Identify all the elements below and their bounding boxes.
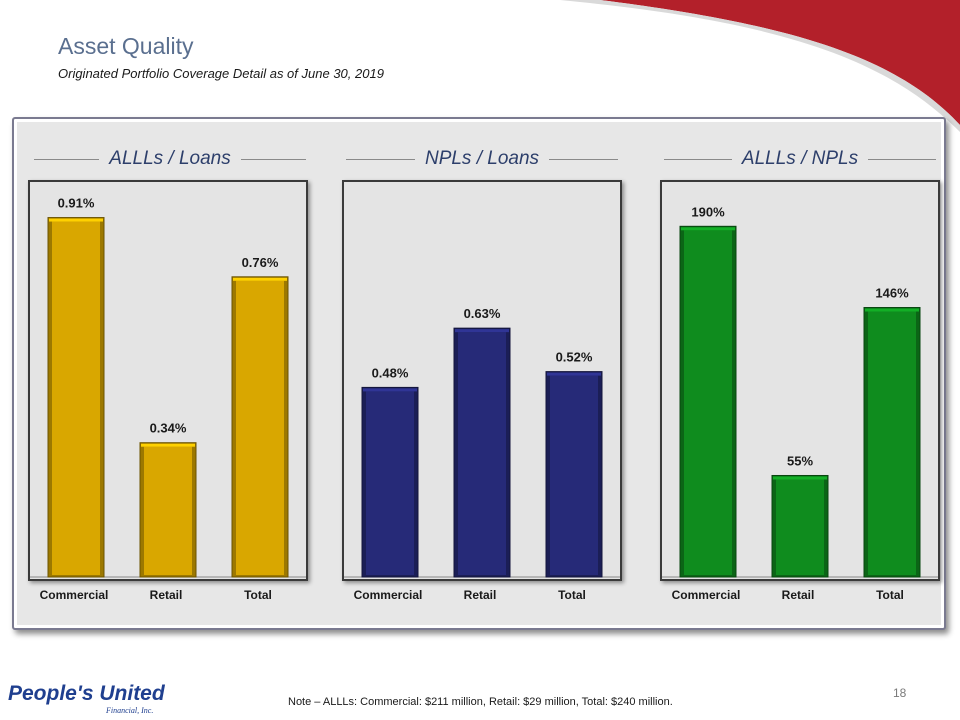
data-label: 0.76% <box>242 255 279 270</box>
bar-total <box>545 371 603 578</box>
data-label: 0.34% <box>150 421 187 436</box>
page-title: Asset Quality <box>58 33 194 59</box>
heading-rule <box>549 158 619 160</box>
bar-total <box>231 276 289 578</box>
chart-npls-loans: 0.48% 0.63% 0.52% <box>342 180 622 581</box>
bar-commercial <box>47 217 105 578</box>
chart-title: ALLLs / Loans <box>109 148 231 169</box>
bar-retail <box>453 327 511 578</box>
heading-rule <box>240 158 307 160</box>
data-label: 0.52% <box>556 350 593 365</box>
data-label: 0.91% <box>58 196 95 211</box>
data-label: 0.63% <box>464 306 501 321</box>
bar-chart-svg: 0.48% 0.63% 0.52% <box>344 306 620 578</box>
bar-chart-svg: 190% 55% 146% <box>662 204 938 578</box>
logo-wordmark: People's United <box>8 682 166 705</box>
chart-allls-npls: 190% 55% 146% <box>660 180 940 581</box>
chart-heading-npls-loans: NPLs / Loans <box>342 148 622 170</box>
page-subtitle: Originated Portfolio Coverage Detail as … <box>58 66 384 81</box>
bar-commercial <box>361 386 419 578</box>
data-label: 146% <box>875 286 909 301</box>
header-swoosh-decoration <box>560 0 960 132</box>
footnote: Note – ALLLs: Commercial: $211 million, … <box>288 696 673 708</box>
category-axis: Commercial Retail Total <box>660 583 940 607</box>
bar-retail <box>139 442 197 578</box>
bar-chart-svg: 0.91% 0.34% 0.76% <box>30 196 306 578</box>
heading-rule <box>34 158 100 160</box>
tick-label: Total <box>558 588 586 602</box>
chart-title: NPLs / Loans <box>424 148 540 169</box>
tick-label: Commercial <box>39 588 109 602</box>
bar-retail <box>771 474 829 578</box>
chart-allls-loans: 0.91% 0.34% 0.76% <box>28 180 308 581</box>
chart-title: ALLLs / NPLs <box>741 148 859 169</box>
tick-label: Total <box>244 588 272 602</box>
tick-label: Total <box>876 588 904 602</box>
bar-total <box>863 307 921 578</box>
heading-rule <box>346 158 415 160</box>
tick-label: Commercial <box>353 588 423 602</box>
data-label: 0.48% <box>372 365 409 380</box>
data-label: 55% <box>787 453 813 468</box>
page-number: 18 <box>893 686 907 700</box>
tick-label: Commercial <box>671 588 741 602</box>
category-axis: Commercial Retail Total <box>342 583 622 607</box>
heading-rule <box>664 158 732 160</box>
logo-subtext: Financial, Inc. <box>105 706 153 715</box>
heading-rule <box>868 158 937 160</box>
company-logo: People's United Financial, Inc. <box>8 682 166 715</box>
category-axis: Commercial Retail Total <box>28 583 308 607</box>
data-label: 190% <box>691 204 725 219</box>
tick-label: Retail <box>149 588 183 602</box>
chart-heading-allls-npls: ALLLs / NPLs <box>660 148 940 170</box>
chart-heading-allls-loans: ALLLs / Loans <box>30 148 310 170</box>
tick-label: Retail <box>463 588 497 602</box>
bar-commercial <box>679 225 737 578</box>
tick-label: Retail <box>781 588 815 602</box>
